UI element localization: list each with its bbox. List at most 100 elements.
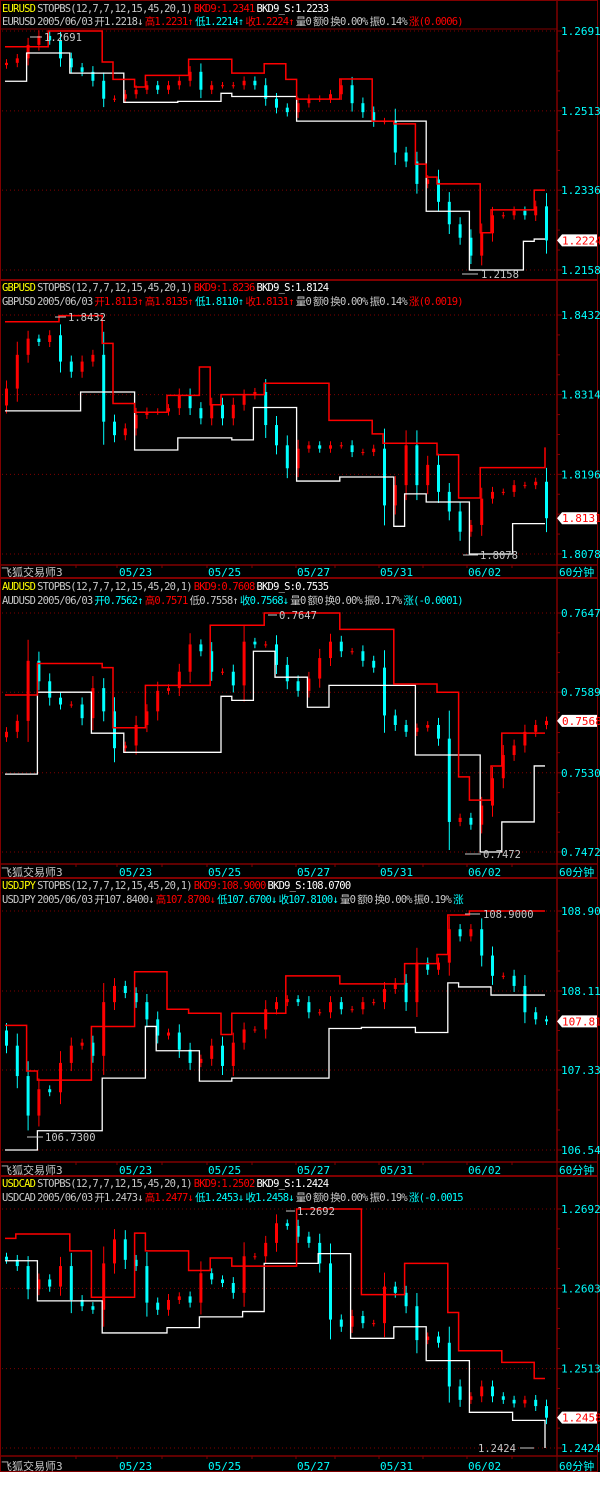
min-price-label: 1.2424: [478, 1443, 516, 1455]
candle-down: [523, 985, 527, 1013]
candle-down: [501, 1396, 505, 1400]
candle-down: [437, 1336, 440, 1343]
quote-item: 振0.17%: [364, 595, 402, 607]
date-axis: 飞狐交易师3 05/23 05/25 05/27 05/31 06/02 60分钟: [0, 564, 598, 579]
max-price-label: 0.7647: [279, 610, 317, 622]
chart-panel-usdjpy[interactable]: 108.90 108.11 107.33 106.54 108.9000 106.7300…: [0, 878, 600, 1177]
candle-up: [242, 641, 246, 686]
candle-up: [26, 660, 30, 721]
candle-down: [15, 1045, 19, 1077]
indicator-params: STOPBS(12,7,7,12,15,45,20,1): [37, 3, 192, 15]
date-label: 05/31: [380, 1460, 413, 1472]
date-label: 06/02: [468, 1164, 501, 1177]
candle-down: [59, 697, 62, 705]
period-label[interactable]: 60分钟: [559, 565, 594, 579]
candle-down: [113, 711, 116, 749]
candle-down: [275, 425, 278, 446]
candle-down: [5, 1256, 8, 1260]
candle-up: [242, 1029, 246, 1043]
last-price-marker: [557, 512, 597, 525]
chart-panel-usdcad[interactable]: 1.2692 1.2603 1.2513 1.2424 1.2692 1.2424 1.24…: [0, 1176, 600, 1472]
max-price-label: 1.2691: [44, 32, 82, 44]
quote-item: 额0: [313, 1192, 329, 1204]
candle-up: [113, 1239, 116, 1264]
candle-down: [534, 1012, 538, 1020]
candle-down: [458, 511, 462, 532]
candle-up: [167, 408, 170, 412]
date-axis: 飞狐交易师3 05/23 05/25 05/27 05/31 06/02 60分钟: [0, 863, 598, 879]
y-tick-label: 108.90: [561, 905, 600, 918]
chart-panel-audusd[interactable]: 0.7647 0.7589 0.7530 0.7472 0.7647 0.7472 0.75…: [0, 578, 600, 879]
candle-up: [221, 85, 224, 87]
candle-down: [491, 955, 494, 976]
candle-down: [415, 445, 419, 486]
chart-panel-gbpusd[interactable]: 1.8432 1.8314 1.8196 1.8078 1.8432 1.8078 1.81…: [0, 280, 600, 579]
y-tick-label: 1.2336: [561, 184, 600, 197]
candle-down: [123, 985, 127, 994]
candle-up: [59, 1062, 62, 1093]
candle-down: [458, 929, 462, 937]
candle-up: [523, 731, 527, 746]
candle-up: [37, 1279, 41, 1290]
candle-up: [523, 485, 527, 487]
y-tick-label: 1.2692: [561, 1203, 600, 1216]
candle-down: [48, 1089, 52, 1093]
chart-panel-eurusd[interactable]: 1.2691 1.2513 1.2336 1.2158 1.2691 1.2158 1.22…: [0, 0, 600, 281]
quote-item: 低1.2214↑: [195, 16, 244, 28]
period-label[interactable]: 60分钟: [559, 1459, 594, 1472]
bkd9-value: BKD9:108.9000: [193, 880, 267, 892]
candle-down: [404, 152, 408, 162]
candle-up: [491, 778, 494, 806]
candle-up: [275, 1002, 278, 1010]
candle-down: [221, 1045, 224, 1066]
candle-up: [145, 85, 149, 90]
candle-up: [275, 1223, 278, 1243]
candle-down: [188, 1296, 192, 1303]
candle-down: [199, 408, 203, 419]
bkd9-line: [5, 1208, 545, 1380]
candle-down: [512, 975, 516, 986]
last-price-label: 0.7568: [562, 715, 600, 728]
bkd9-s-line: [5, 1252, 546, 1448]
indicator-header: USDJPY STOPBS(12,7,7,12,15,45,20,1) BKD9:1…: [2, 880, 352, 892]
symbol-label: EURUSD: [2, 16, 36, 28]
candle-down: [458, 1386, 462, 1400]
candle-down: [26, 1076, 30, 1116]
date-label: 06/02: [468, 566, 501, 579]
candle-down: [545, 1019, 548, 1022]
bkd9-s-line: [5, 650, 545, 853]
quote-item: 开1.8113↑: [94, 296, 143, 308]
quote-item: 收1.8131↑: [245, 296, 294, 308]
symbol-label: GBPUSD: [2, 282, 36, 294]
quote-item: 换0.00%: [330, 296, 368, 308]
date-label: 05/23: [119, 1164, 152, 1177]
last-price-marker: [557, 1015, 597, 1028]
period-label[interactable]: 60分钟: [559, 865, 594, 879]
candle-up: [231, 404, 235, 419]
period-label[interactable]: 60分钟: [559, 1163, 594, 1177]
symbol-label: GBPUSD: [2, 296, 36, 308]
candle-down: [199, 644, 203, 652]
bkd9-s-value: BKD9_S:108.0700: [267, 880, 352, 892]
candle-up: [501, 755, 505, 779]
candle-down: [69, 361, 73, 372]
candle-up: [15, 720, 19, 732]
candle-up: [318, 1012, 322, 1014]
candle-up: [134, 89, 138, 95]
quote-item: 高1.2231↑: [144, 16, 194, 28]
indicator-params: STOPBS(12,7,7,12,15,45,20,1): [37, 581, 192, 593]
quote-item: 额0: [313, 296, 329, 308]
candle-up: [307, 445, 311, 449]
brand-label: 飞狐交易师3: [1, 865, 63, 879]
quote-item: 换0.00%: [324, 595, 363, 607]
bkd9-line: [5, 910, 545, 1081]
y-tick-label: 108.11: [561, 985, 600, 998]
bkd9-line: [5, 612, 545, 801]
candle-down: [134, 1259, 138, 1267]
quote-date: 2005/06/03: [37, 894, 93, 906]
symbol-label: USDJPY: [2, 894, 36, 906]
candle-up: [167, 1299, 170, 1310]
last-price-label: 107.81: [562, 1015, 600, 1028]
